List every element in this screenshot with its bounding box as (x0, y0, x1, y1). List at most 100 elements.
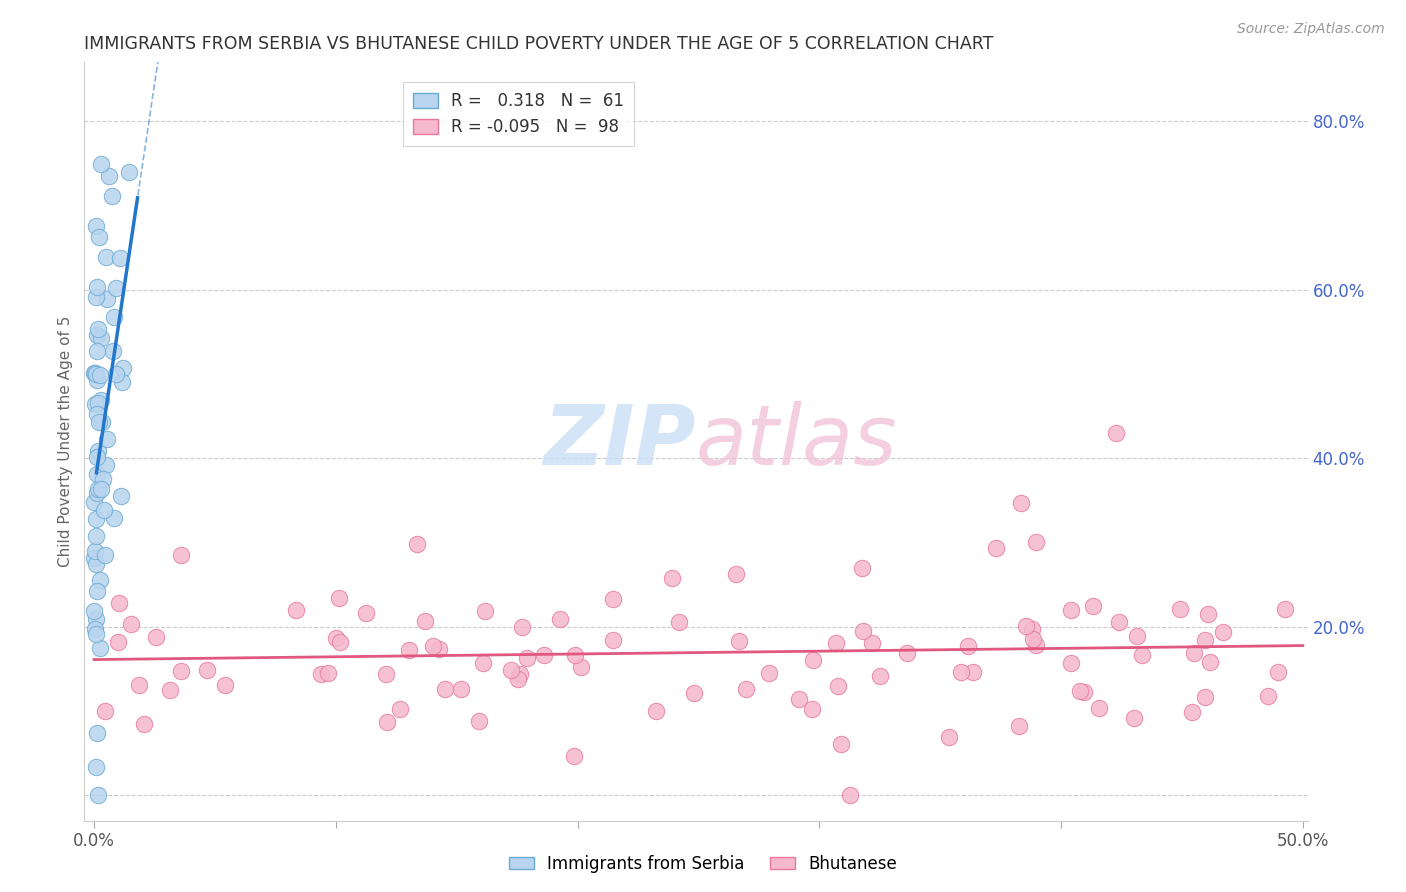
Point (356, 606, 378, 620)
Point (83, 366, 105, 380)
Point (1008, 719, 1031, 733)
Point (422, 639, 444, 653)
Point (90, 415, 112, 429)
Point (1083, 599, 1105, 614)
Point (86, 726, 108, 740)
Point (1025, 638, 1047, 652)
Point (801, 701, 824, 715)
Point (107, 596, 129, 610)
Point (214, 678, 236, 692)
Point (96, 432, 118, 446)
Point (84, 544, 107, 558)
Point (1168, 602, 1191, 616)
Point (984, 541, 1007, 555)
Point (450, 681, 472, 696)
Point (1267, 665, 1289, 680)
Point (316, 666, 339, 681)
Point (938, 730, 960, 744)
Point (325, 631, 347, 645)
Point (1073, 685, 1095, 699)
Point (406, 537, 429, 551)
Point (84, 512, 107, 526)
Point (285, 602, 308, 616)
Point (86, 612, 108, 626)
Point (758, 665, 780, 680)
Point (87, 396, 110, 410)
Point (97, 169, 120, 183)
Point (824, 636, 846, 650)
Point (510, 620, 533, 634)
Point (1197, 607, 1219, 621)
Point (84, 397, 107, 411)
Point (433, 682, 456, 697)
Point (389, 702, 412, 716)
Point (309, 667, 332, 681)
Legend: R =   0.318   N =  61, R = -0.095   N =  98: R = 0.318 N = 61, R = -0.095 N = 98 (404, 82, 634, 146)
Point (107, 634, 129, 648)
Point (1194, 690, 1216, 704)
Point (93, 502, 115, 516)
Point (548, 612, 571, 626)
Text: ZIP: ZIP (543, 401, 696, 482)
Point (94, 250, 117, 264)
Point (949, 665, 972, 679)
Point (896, 646, 918, 660)
Point (668, 615, 690, 629)
Point (661, 571, 683, 585)
Point (374, 666, 396, 681)
Point (860, 635, 883, 649)
Point (1069, 684, 1091, 698)
Point (562, 749, 585, 764)
Point (724, 566, 747, 581)
Point (838, 789, 860, 803)
Point (957, 640, 980, 654)
Point (851, 561, 873, 575)
Point (86, 280, 108, 294)
Point (1212, 625, 1234, 640)
Point (89, 641, 111, 656)
Point (86, 583, 108, 598)
Point (83, 366, 105, 380)
Point (602, 591, 624, 606)
Point (683, 686, 706, 700)
Point (83, 495, 105, 509)
Point (728, 633, 751, 648)
Point (195, 663, 218, 677)
Y-axis label: Child Poverty Under the Age of 5: Child Poverty Under the Age of 5 (58, 316, 73, 567)
Point (564, 648, 586, 663)
Point (89, 230, 111, 244)
Point (329, 634, 352, 648)
Point (1060, 656, 1083, 670)
Point (132, 717, 155, 731)
Point (170, 549, 193, 563)
Point (96, 292, 118, 306)
Point (111, 361, 134, 376)
Legend: Immigrants from Serbia, Bhutanese: Immigrants from Serbia, Bhutanese (502, 848, 904, 880)
Point (1015, 619, 1038, 633)
Point (1194, 632, 1216, 647)
Point (1022, 632, 1045, 646)
Point (90, 482, 112, 496)
Point (1199, 655, 1222, 669)
Point (84, 219, 107, 233)
Point (962, 665, 984, 679)
Point (602, 633, 624, 648)
Point (87, 444, 110, 458)
Point (86, 467, 108, 482)
Point (83, 551, 105, 566)
Point (84, 627, 107, 641)
Point (89, 415, 111, 429)
Point (159, 683, 181, 698)
Point (827, 679, 849, 693)
Point (533, 648, 555, 663)
Point (787, 692, 810, 706)
Point (472, 657, 495, 671)
Point (869, 669, 891, 683)
Point (852, 624, 875, 638)
Text: IMMIGRANTS FROM SERBIA VS BHUTANESE CHILD POVERTY UNDER THE AGE OF 5 CORRELATION: IMMIGRANTS FROM SERBIA VS BHUTANESE CHIL… (84, 35, 994, 53)
Point (1274, 602, 1296, 616)
Point (734, 682, 756, 697)
Point (90, 331, 112, 345)
Point (90, 393, 112, 408)
Point (1130, 648, 1153, 662)
